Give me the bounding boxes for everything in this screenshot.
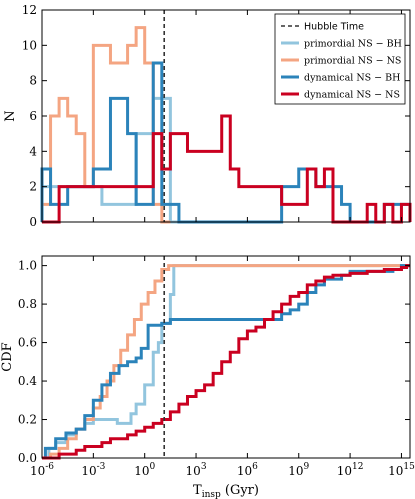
histogram-ticks: 0 2 4 6 8 10 12 (22, 3, 410, 229)
cdf-frame (41, 255, 411, 459)
hist-ytick-label: 0 (29, 215, 37, 229)
legend-dbh-label: dynamical NS − BH (304, 73, 400, 84)
cdf-xtick-label: 10-6 (30, 462, 54, 478)
cdf-xtick-label: 109 (288, 462, 309, 478)
hist-ytick-label: 6 (29, 109, 37, 123)
cdf-xtick-label: 100 (134, 462, 155, 478)
cdf-ytick-label: 0.6 (18, 336, 37, 350)
legend-pbh-label: primordial NS − BH (304, 39, 402, 50)
x-axis-label: Tinsp (Gyr) (193, 483, 259, 499)
cdf-series-dns (42, 264, 410, 460)
hist-ytick-label: 8 (29, 74, 37, 88)
hist-series-pns (40, 26, 171, 224)
cdf-ticks: 0.0 0.2 0.4 0.6 0.8 1.0 10-6 10-3 100 103 106 109 10… (18, 256, 415, 478)
histogram-panel: 0 2 4 6 8 10 12 N Hubble Time primordial NS − … (3, 3, 412, 229)
cdf-xtick-label: 103 (186, 462, 207, 478)
cdf-ytick-label: 0.2 (18, 413, 37, 427)
cdf-xtick-label: 10-3 (81, 462, 105, 478)
cdf-panel: 0.0 0.2 0.4 0.6 0.8 1.0 10-6 10-3 100 103 106 109 10… (0, 255, 415, 499)
legend-dns-label: dynamical NS − NS (304, 90, 400, 101)
legend: Hubble Time primordial NS − BH primordia… (274, 13, 406, 105)
cdf-xtick-label: 1012 (337, 462, 364, 478)
hist-ytick-label: 12 (22, 3, 37, 17)
hist-ytick-label: 10 (22, 38, 37, 52)
cdf-ytick-label: 0.4 (18, 374, 37, 388)
hist-ytick-label: 4 (29, 144, 37, 158)
hist-ytick-label: 2 (29, 180, 37, 194)
cdf-series-layer (42, 264, 410, 460)
legend-pns-label: primordial NS − NS (304, 56, 401, 67)
cdf-xtick-label: 1015 (388, 462, 415, 478)
cdf-xtick-label: 106 (237, 462, 258, 478)
legend-hubble-label: Hubble Time (304, 22, 364, 33)
cdf-ytick-label: 1.0 (18, 259, 37, 273)
hist-series-dns (42, 114, 412, 224)
cdf-ytick-label: 0.0 (18, 451, 37, 465)
cdf-y-label: CDF (0, 342, 15, 371)
cdf-ytick-label: 0.8 (18, 297, 37, 311)
histogram-y-label: N (3, 110, 18, 121)
